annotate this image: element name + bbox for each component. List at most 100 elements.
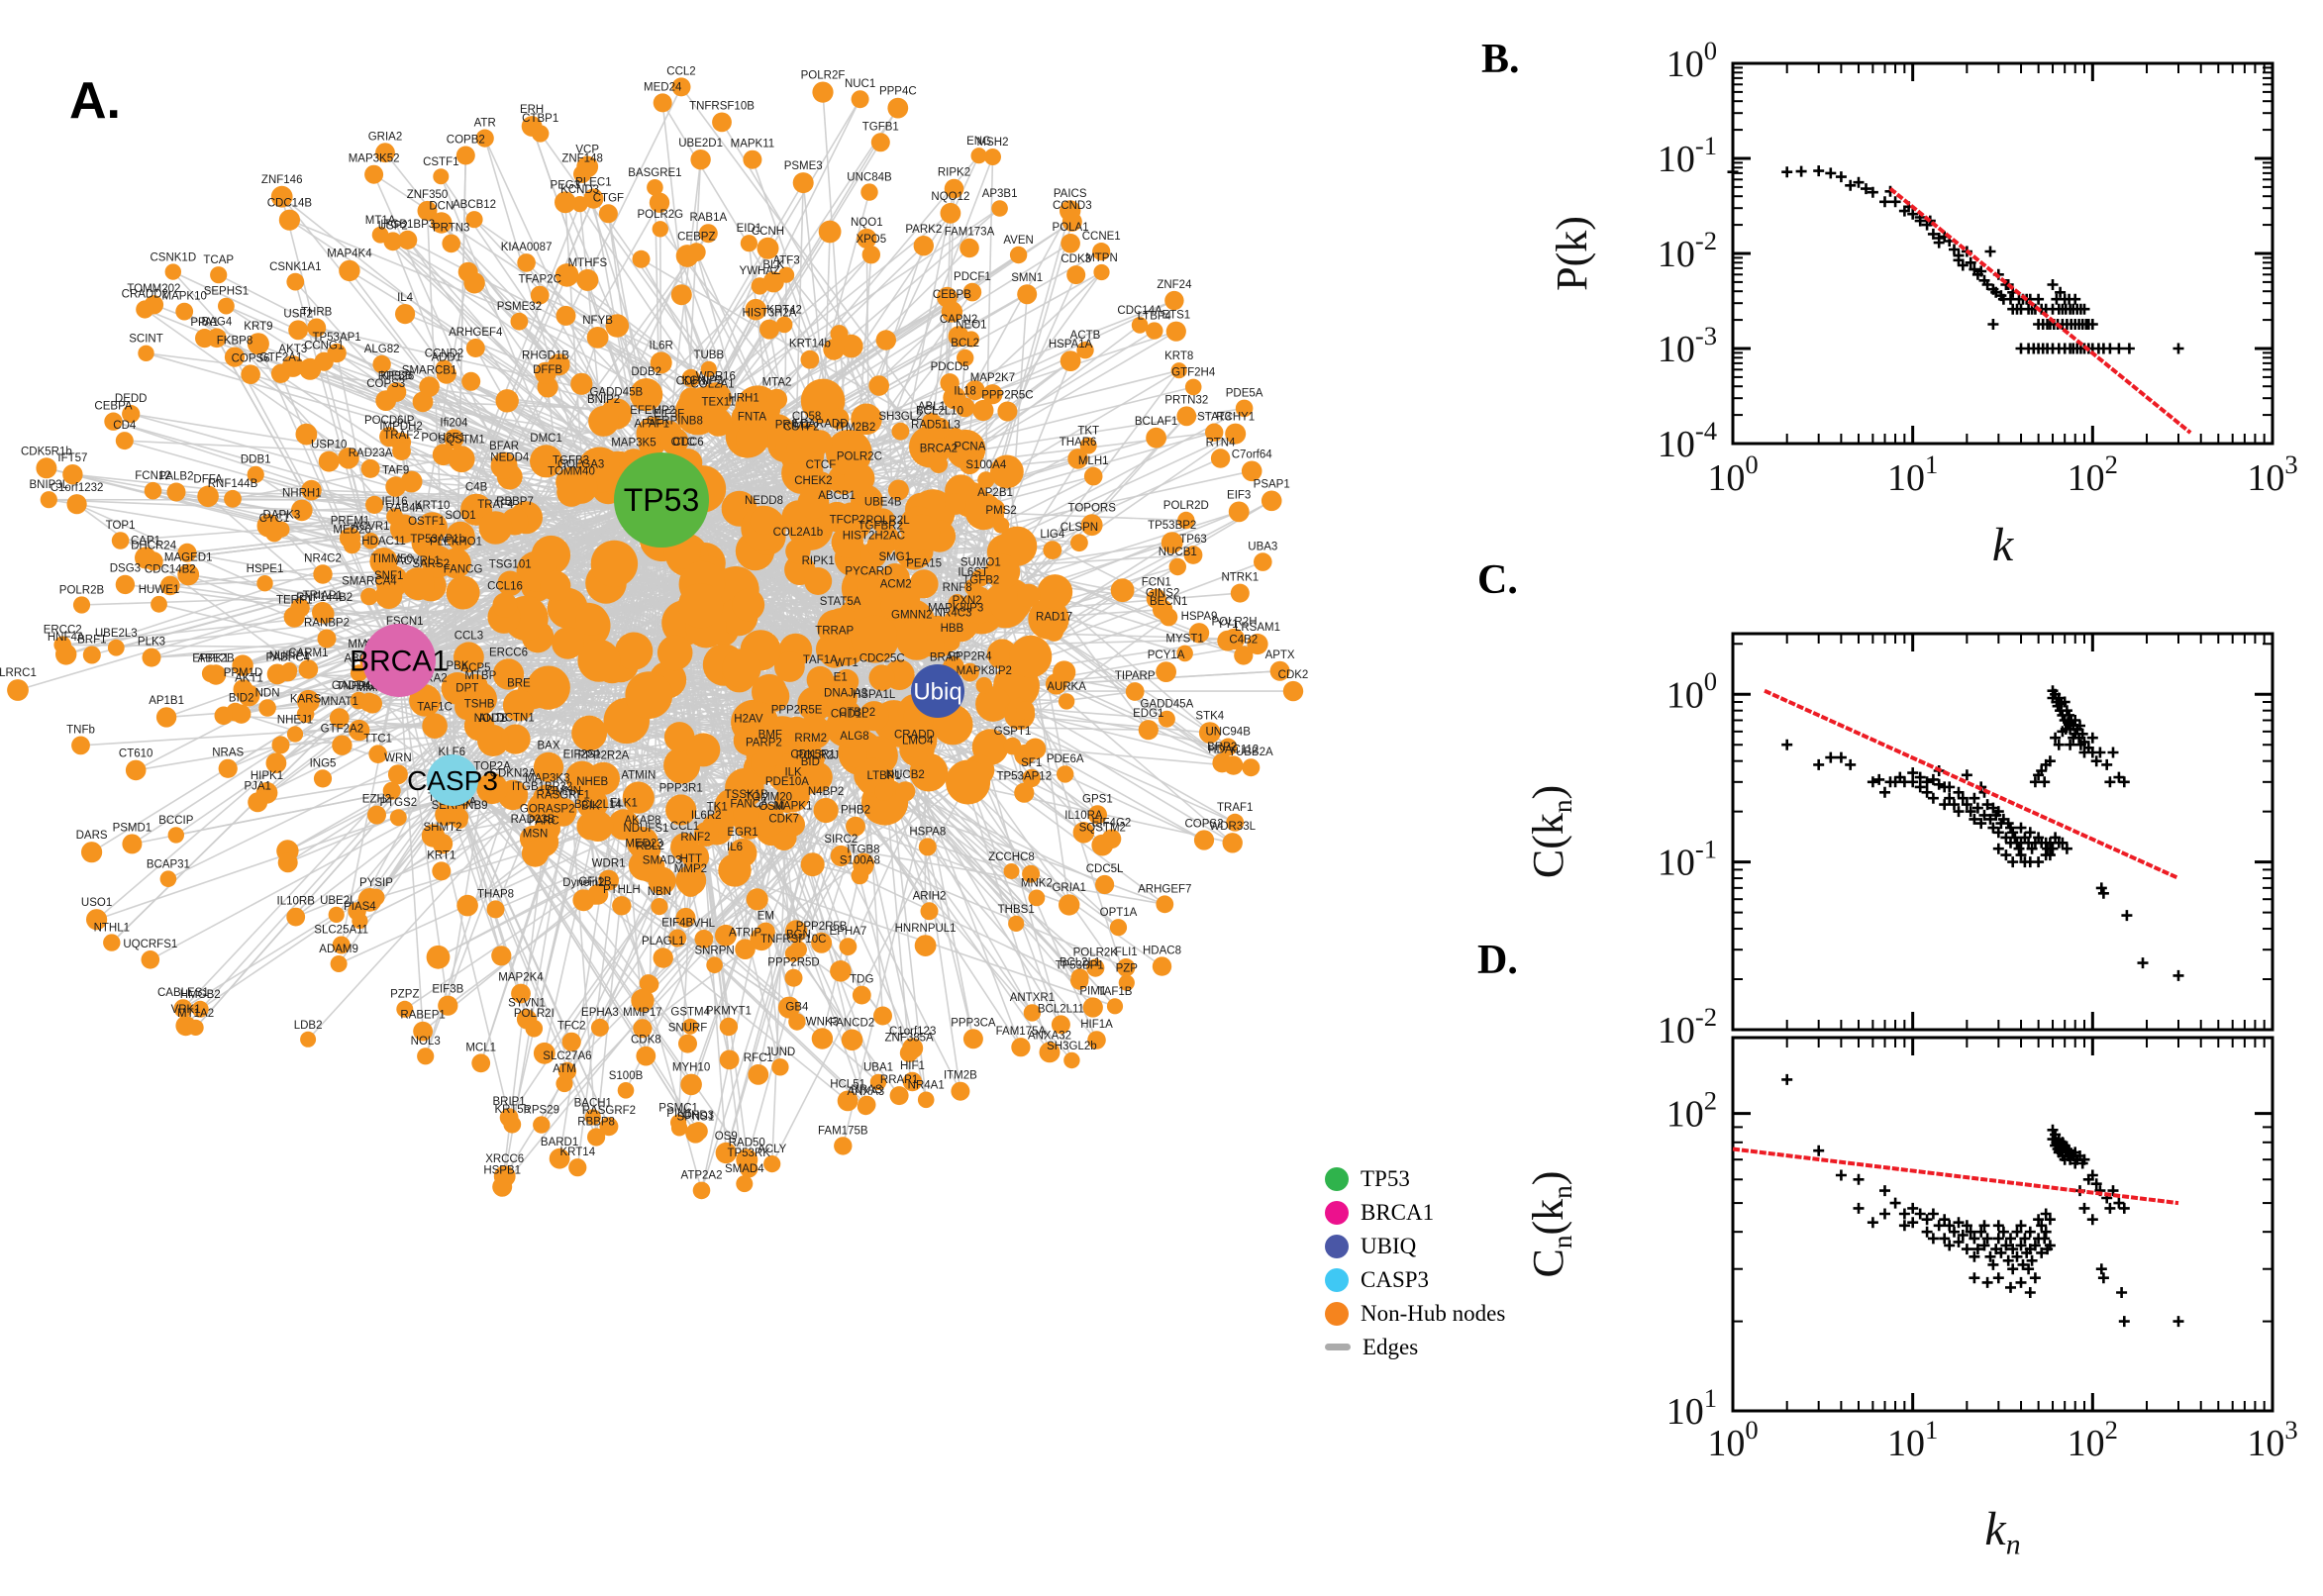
gene-label: YWHAZ	[740, 265, 781, 277]
gene-label: IL4	[397, 292, 414, 304]
gene-label: MAP3K5	[611, 437, 656, 449]
gene-label: HSPA8	[909, 826, 946, 838]
gene-label: KRT1	[427, 849, 455, 861]
gene-label: ABCB12	[453, 199, 496, 211]
gene-label: SMAD4	[725, 1163, 764, 1175]
gene-label: SMAD3	[643, 855, 682, 867]
gene-label: LMO4	[902, 736, 934, 748]
gene-label: MLH1	[1078, 455, 1109, 467]
gene-label: SQSTM2	[1079, 823, 1126, 835]
gene-label: TOPORS	[1068, 502, 1117, 514]
gene-label: GB4	[785, 1001, 809, 1013]
gene-label: TP53BP1	[1056, 959, 1104, 971]
gene-label: HIST2H2AC	[843, 530, 905, 542]
gene-label: HIST3H2A	[743, 308, 797, 320]
gene-label: UNC84B	[847, 171, 892, 183]
gene-label: GSPT1	[994, 726, 1032, 738]
gene-label: TRAF4	[477, 499, 514, 511]
gene-label: LTBP1	[867, 770, 901, 782]
gene-label: TOP2A	[473, 761, 511, 773]
gene-label: POLR2C	[837, 451, 882, 463]
gene-label: LRSAM1	[1235, 622, 1280, 634]
gene-label: TNFRSF10B	[689, 101, 755, 113]
gene-label: POLR2I	[514, 1008, 555, 1020]
hub-node-casp3	[427, 754, 478, 806]
gene-label: FKBP8	[217, 335, 252, 347]
gene-label: SHMT2	[424, 822, 462, 834]
gene-label: AP3B1	[982, 188, 1018, 200]
legend-label: Edges	[1363, 1335, 1419, 1359]
tick-label: 10-4	[1658, 416, 1717, 465]
gene-label: TP53AP1	[312, 332, 360, 344]
gene-label: CAP1	[131, 536, 160, 548]
gene-label: SNF1	[374, 570, 403, 582]
gene-label: CSNK1D	[150, 251, 196, 263]
gene-label: DCN	[429, 200, 454, 212]
gene-label: DNAJA3	[824, 688, 867, 700]
tick-label: 101	[1666, 1383, 1717, 1433]
gene-label: HDAC8	[1143, 945, 1181, 956]
gene-label: ERH	[520, 104, 544, 116]
gene-label: FAM175B	[818, 1125, 868, 1137]
gene-label: BGN	[786, 929, 811, 941]
gene-label: C1orf1232	[50, 482, 104, 494]
gene-label: RRAS	[851, 1084, 882, 1096]
gene-label: FAM173A	[945, 227, 995, 239]
gene-label: PZP	[1116, 963, 1139, 975]
gene-label: PPP3R1	[659, 782, 703, 794]
gene-label: FCN12	[135, 470, 170, 482]
gene-label: ABCB1	[818, 490, 856, 502]
gene-label: HSPA1L	[853, 689, 896, 701]
gene-label: SEPHS1	[204, 286, 249, 298]
gene-label: CTBP1	[522, 113, 558, 125]
gene-label: THRB	[301, 307, 333, 319]
gene-label: CDC6	[672, 437, 703, 449]
plot-ticks-c	[1731, 634, 2274, 1032]
gene-label: PTGS2	[379, 797, 417, 809]
hub-node-tp53	[614, 452, 709, 548]
gene-label: MT1A2	[177, 1008, 214, 1020]
gene-label: ATP2A2	[681, 1170, 723, 1182]
gene-label: SIRC2	[824, 834, 858, 846]
edge-swatch-icon	[1325, 1344, 1351, 1350]
gene-label: VCP	[575, 145, 599, 156]
gene-label: BCL2L10	[916, 406, 963, 418]
gene-label: TRIAP1	[303, 590, 343, 602]
gene-label: TCAP	[203, 254, 234, 266]
gene-label: CHEK2	[794, 475, 832, 487]
gene-label: RNF144B2	[296, 592, 353, 604]
gene-label: CHD3	[683, 1110, 714, 1122]
gene-label: SF1	[1021, 757, 1042, 769]
gene-label: RNF2	[680, 832, 710, 844]
gene-label: RIPK2	[938, 167, 970, 179]
gene-label: MAP3K3	[525, 772, 569, 784]
gene-label: ERCC6	[489, 647, 528, 658]
gene-label: NDUFS1	[623, 823, 668, 835]
gene-label: PDE6A	[1047, 753, 1084, 765]
gene-label: BID	[801, 756, 820, 768]
gene-label: CTCF	[806, 459, 837, 471]
gene-label: POLR2L	[866, 515, 911, 527]
gene-label: GTF2A1	[259, 352, 302, 364]
legend-item: TP53	[1325, 1166, 1505, 1191]
node-swatch-icon	[1325, 1267, 1349, 1292]
tick-label: 100	[1666, 36, 1717, 85]
gene-label: ATRIP	[729, 927, 761, 939]
gene-label: IL6	[727, 842, 743, 853]
gene-label: MTBP	[464, 670, 496, 682]
gene-label: EIF3	[1227, 490, 1251, 502]
fit-line-d	[1732, 1147, 2179, 1206]
gene-label: BRAP	[930, 652, 961, 664]
gene-label: ARIH2	[913, 890, 947, 902]
gene-label: CD58	[792, 411, 821, 423]
gene-label: COL2A1b	[773, 527, 824, 539]
gene-label: NEDD8	[745, 495, 783, 507]
gene-label: RAD50	[729, 1137, 765, 1148]
gene-label: ELK1	[610, 797, 638, 809]
gene-label: BAG4	[202, 317, 233, 329]
gene-label: KRT14b	[789, 339, 831, 350]
gene-label: RAD51L3	[911, 420, 960, 432]
gene-label: BACH1	[574, 1097, 612, 1109]
legend-label: BRCA1	[1361, 1200, 1435, 1225]
gene-label: WDR33L	[1209, 821, 1256, 833]
